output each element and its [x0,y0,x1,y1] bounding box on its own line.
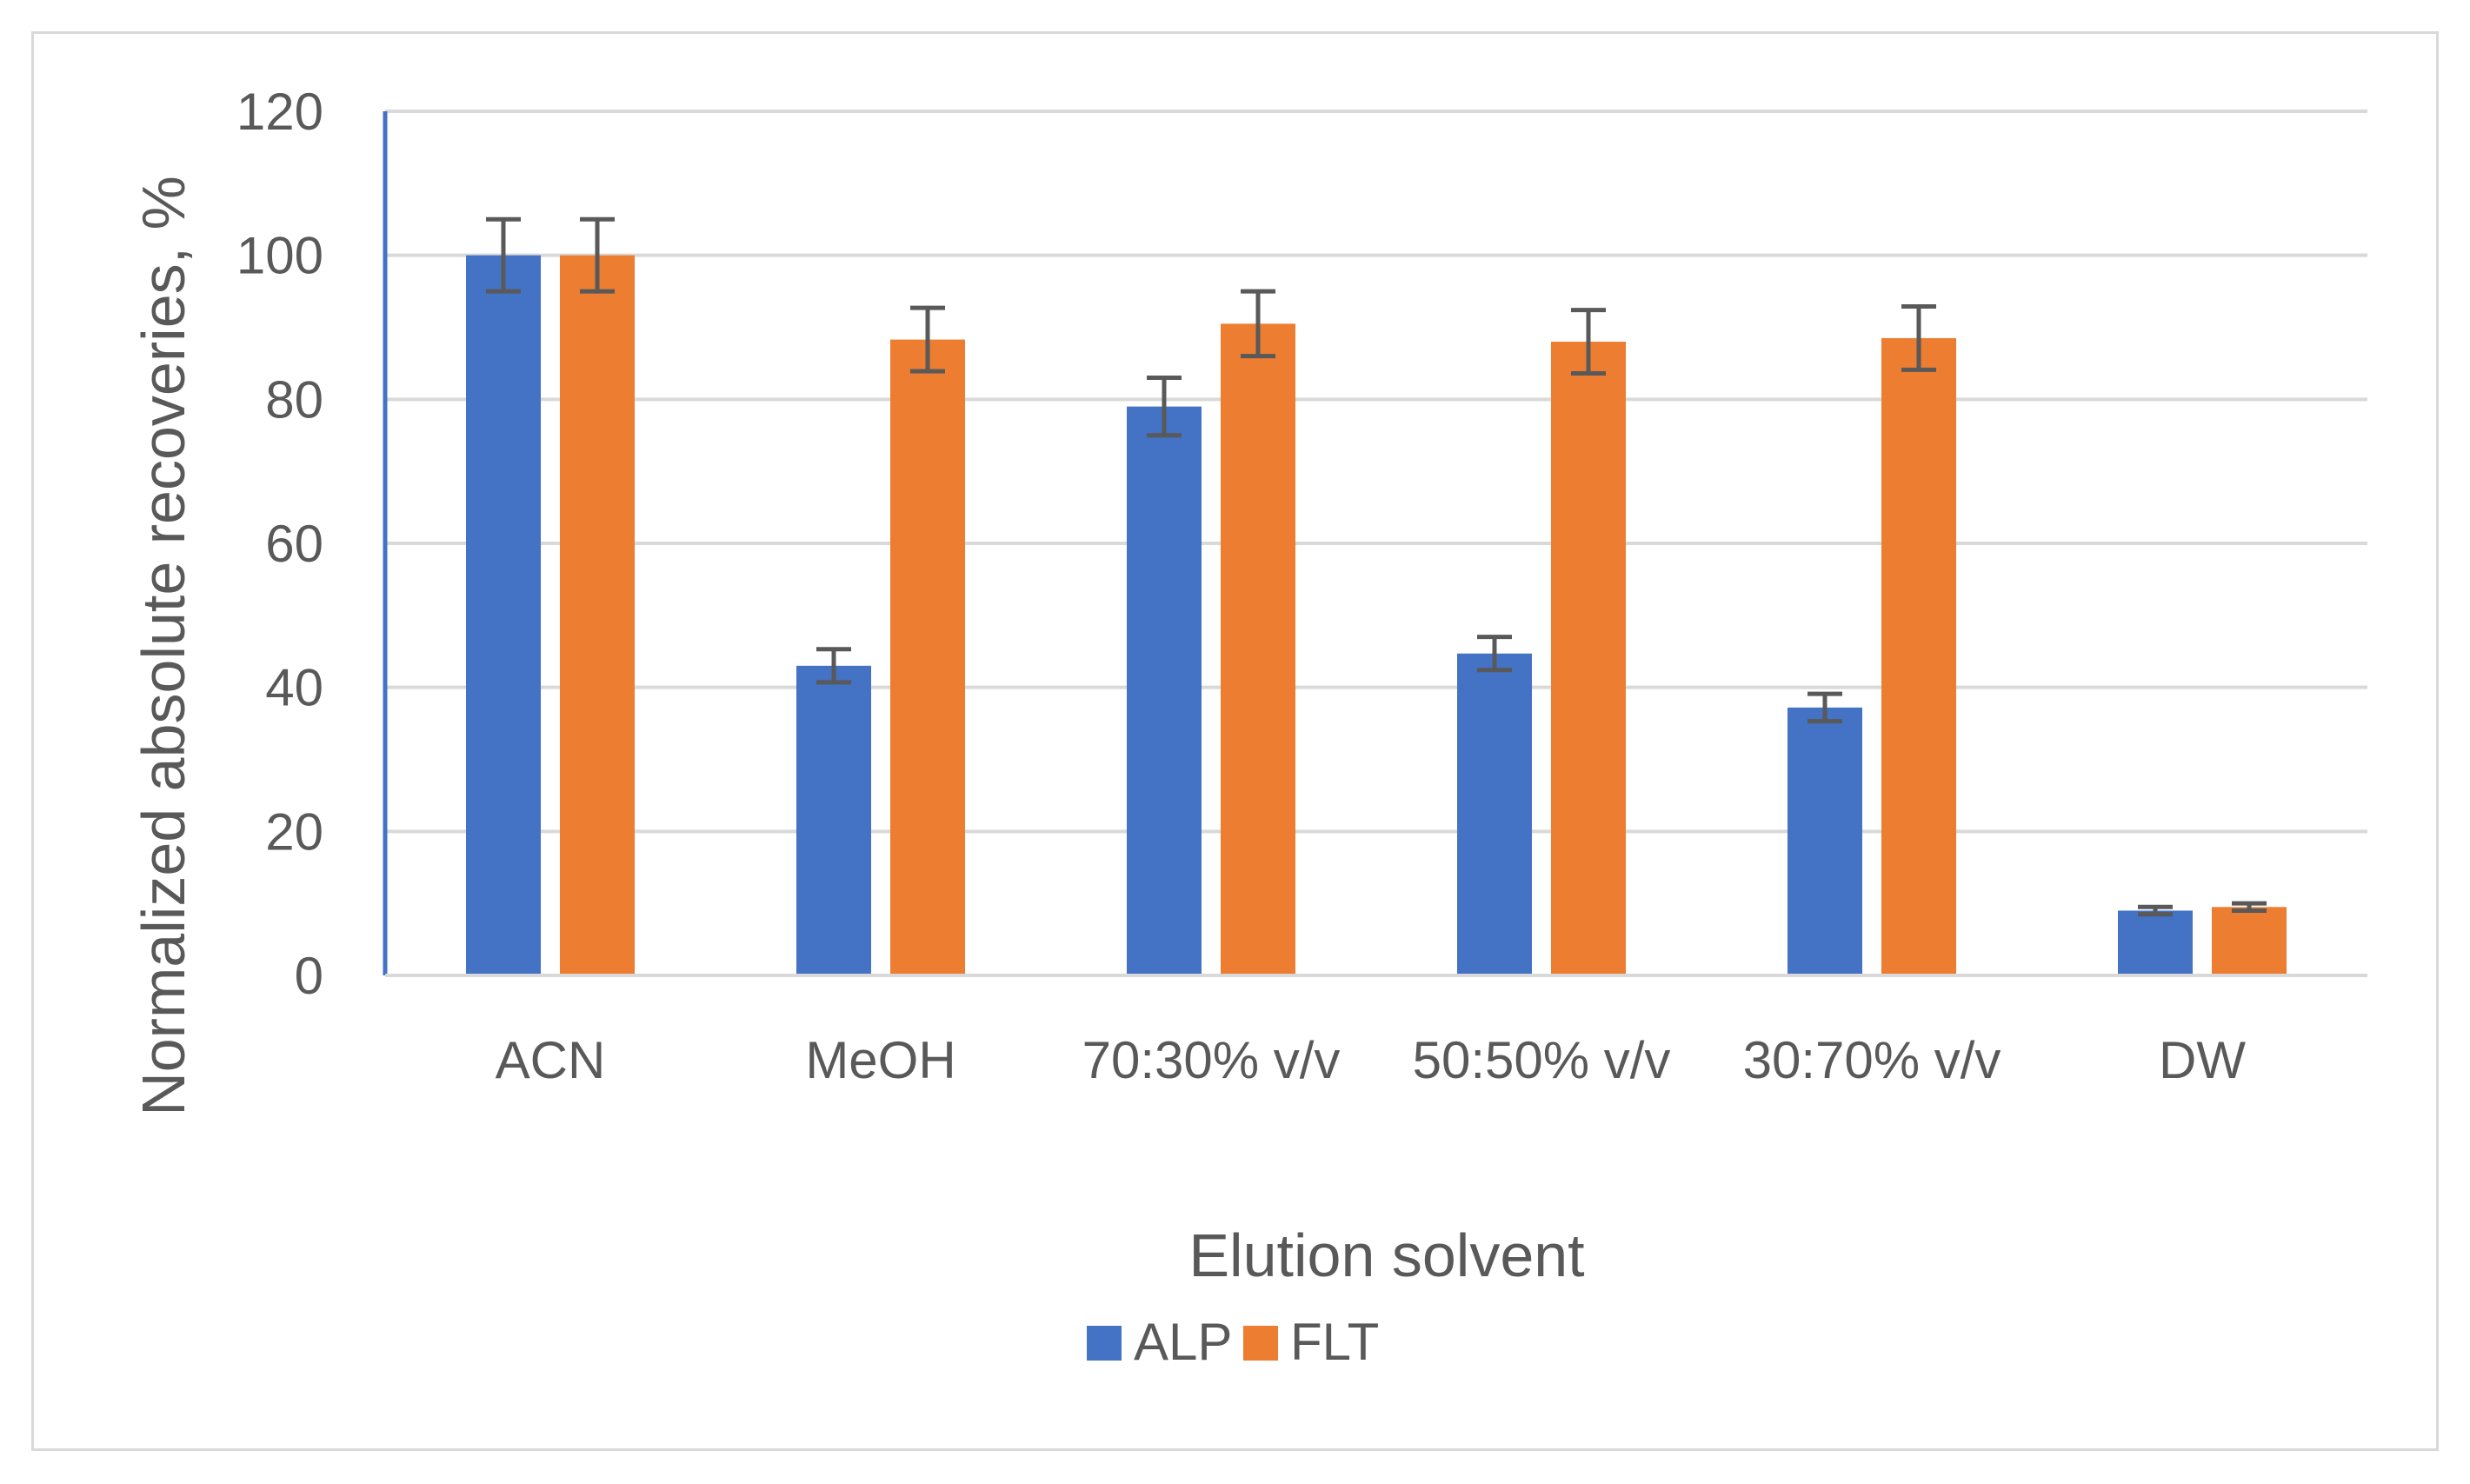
bar-alp [1457,653,1532,975]
x-category-label: 50:50% v/v [1413,1031,1671,1089]
labels: 0 20 40 60 80 100 120 ACN MeOH 70:30% v/v 50:50% v… [236,83,2246,1089]
x-category-label: DW [2159,1031,2246,1089]
legend-label-alp: ALP [1134,1313,1232,1371]
y-tick-label: 40 [265,659,323,717]
bar-flt [1881,337,1956,975]
bar-alp [796,665,871,975]
legend-label-flt: FLT [1290,1313,1379,1371]
legend: ALP FLT [1087,1313,1379,1371]
legend-swatch-alp [1087,1326,1122,1361]
bar-flt [2212,907,2287,975]
x-category-label: 70:30% v/v [1082,1031,1341,1089]
y-tick-label: 60 [265,515,323,573]
y-tick-label: 120 [236,83,323,141]
bar-flt [890,339,965,975]
bar-flt [1221,323,1295,975]
bar-alp [2118,910,2193,975]
bar-alp [466,255,541,976]
y-tick-label: 80 [265,370,323,429]
x-category-label: 30:70% v/v [1743,1031,2001,1089]
bar-flt [560,255,635,976]
x-axis-title: Elution solvent [1188,1221,1584,1289]
gridlines [385,110,2367,834]
x-category-label: MeOH [805,1031,955,1089]
legend-swatch-flt [1243,1326,1278,1361]
y-tick-label: 0 [295,947,323,1005]
y-axis-title: Normalized absolute recoveries, % [130,176,197,1116]
axes [383,111,2367,977]
x-category-label: ACN [496,1031,606,1089]
bars [466,255,2287,976]
error-bars [486,216,2267,917]
bar-flt [1551,342,1626,976]
y-tick-label: 100 [236,227,323,285]
bar-alp [1788,707,1862,975]
bar-alp [1127,406,1202,975]
y-tick-label: 20 [265,802,323,861]
